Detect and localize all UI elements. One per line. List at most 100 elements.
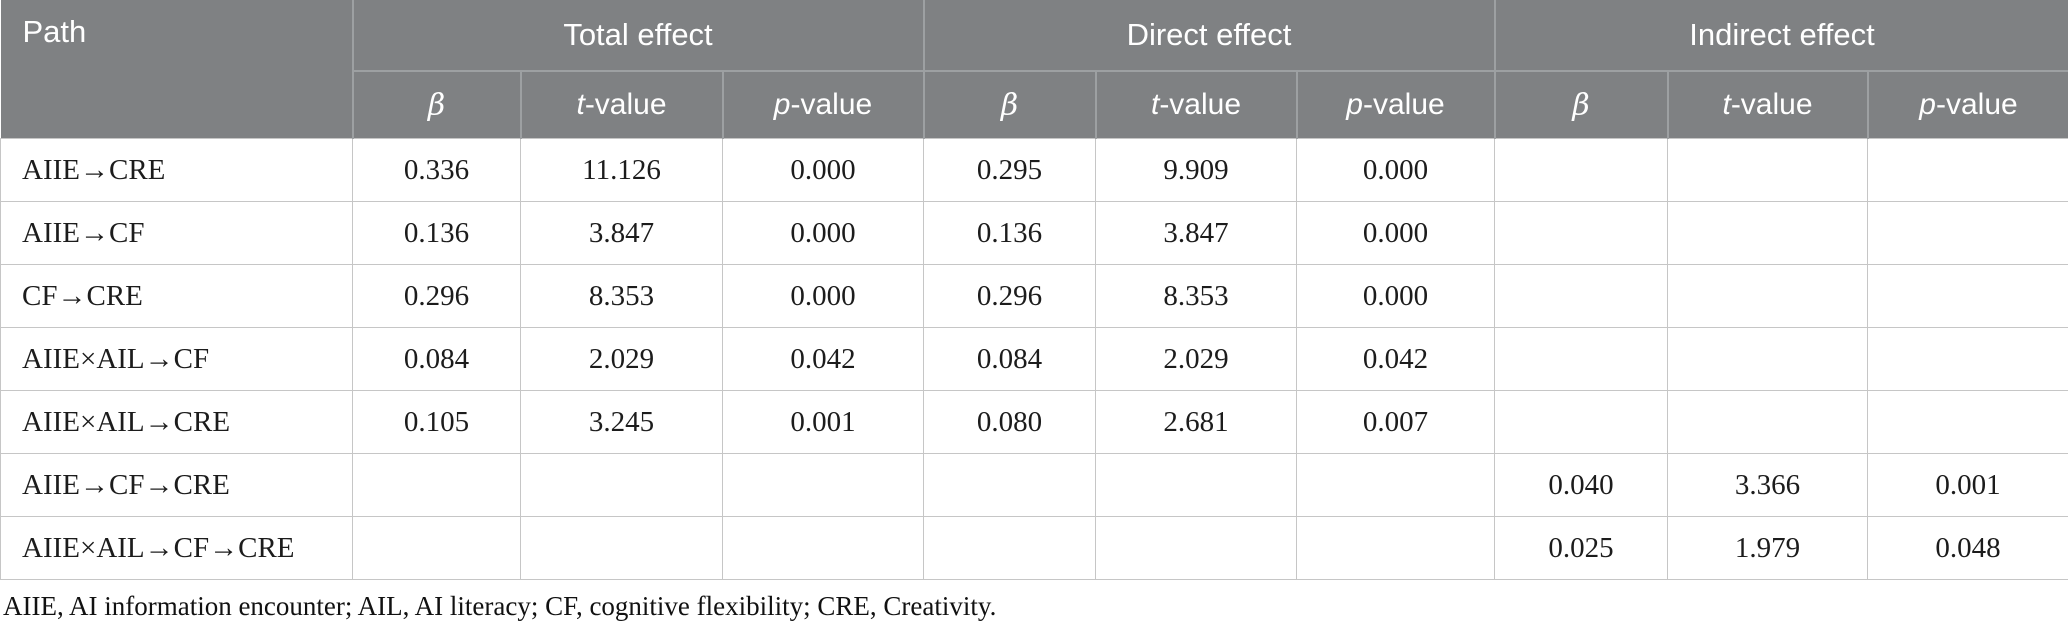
header-sub-row: β t-value p-value β t-value p-value β t-… — [1, 70, 2068, 139]
value-cell: 0.001 — [722, 390, 924, 454]
indirect-beta-header: β — [1493, 70, 1669, 139]
value-cell: 0.042 — [722, 327, 924, 391]
value-cell — [1866, 138, 2068, 202]
table-header: Path Total effect Direct effect Indirect… — [0, 0, 2068, 139]
value-cell: 0.084 — [352, 327, 521, 391]
beta-symbol: β — [1000, 87, 1019, 123]
value-cell: 0.000 — [1296, 264, 1495, 328]
path-cell: AIIE→CRE — [0, 138, 353, 202]
value-cell — [520, 453, 723, 517]
value-cell: 8.353 — [1095, 264, 1297, 328]
table-row: AIIE×AIL→CRE 0.105 3.245 0.001 0.080 2.6… — [0, 390, 2068, 454]
value-cell: 0.336 — [352, 138, 521, 202]
value-cell — [1667, 201, 1868, 265]
indirect-effect-header: Indirect effect — [1493, 0, 2068, 72]
value-cell: 2.029 — [1095, 327, 1297, 391]
value-cell: 0.001 — [1866, 453, 2068, 517]
value-cell: 0.136 — [923, 201, 1096, 265]
table-row: AIIE×AIL→CF 0.084 2.029 0.042 0.084 2.02… — [0, 327, 2068, 391]
value-cell: 0.295 — [923, 138, 1096, 202]
total-p-value-header: p-value — [721, 70, 925, 139]
value-cell: 0.000 — [722, 264, 924, 328]
value-cell: 0.040 — [1494, 453, 1668, 517]
value-cell: 0.048 — [1866, 516, 2068, 580]
value-cell — [1095, 453, 1297, 517]
value-cell — [1866, 264, 2068, 328]
value-cell — [1494, 390, 1668, 454]
value-cell — [923, 516, 1096, 580]
value-cell — [1866, 201, 2068, 265]
value-cell — [1667, 138, 1868, 202]
value-cell: 0.296 — [923, 264, 1096, 328]
direct-effect-header: Direct effect — [922, 0, 1496, 72]
table-row: CF→CRE 0.296 8.353 0.000 0.296 8.353 0.0… — [0, 264, 2068, 328]
total-effect-header: Total effect — [351, 0, 925, 72]
value-cell: 0.000 — [722, 201, 924, 265]
table-row: AIIE→CF→CRE 0.040 3.366 0.001 — [0, 453, 2068, 517]
value-cell — [722, 453, 924, 517]
value-cell: 9.909 — [1095, 138, 1297, 202]
value-cell — [352, 516, 521, 580]
table-body: AIIE→CRE 0.336 11.126 0.000 0.295 9.909 … — [0, 138, 2068, 580]
value-cell: 0.000 — [1296, 201, 1495, 265]
value-cell — [1667, 264, 1868, 328]
value-cell: 8.353 — [520, 264, 723, 328]
path-cell: AIIE→CF→CRE — [0, 453, 353, 517]
value-cell: 0.105 — [352, 390, 521, 454]
value-cell: 0.025 — [1494, 516, 1668, 580]
value-cell: 0.000 — [722, 138, 924, 202]
value-cell — [520, 516, 723, 580]
value-cell — [1494, 201, 1668, 265]
indirect-t-value-header: t-value — [1666, 70, 1869, 139]
value-cell: 0.080 — [923, 390, 1096, 454]
value-cell: 0.042 — [1296, 327, 1495, 391]
path-cell: AIIE×AIL→CF→CRE — [0, 516, 353, 580]
header-group-row: Path Total effect Direct effect Indirect… — [0, 0, 2068, 139]
path-column-header: Path — [0, 0, 354, 139]
path-cell: AIIE×AIL→CF — [0, 327, 353, 391]
value-cell: 11.126 — [520, 138, 723, 202]
value-cell: 3.366 — [1667, 453, 1868, 517]
table-row: AIIE→CF 0.136 3.847 0.000 0.136 3.847 0.… — [0, 201, 2068, 265]
total-beta-header: β — [351, 70, 522, 139]
value-cell: 3.847 — [520, 201, 723, 265]
value-cell — [1296, 453, 1495, 517]
value-cell: 0.296 — [352, 264, 521, 328]
value-cell — [722, 516, 924, 580]
value-cell: 3.847 — [1095, 201, 1297, 265]
path-cell: AIIE×AIL→CRE — [0, 390, 353, 454]
value-cell: 2.029 — [520, 327, 723, 391]
indirect-p-value-header: p-value — [1866, 70, 2068, 139]
value-cell: 2.681 — [1095, 390, 1297, 454]
value-cell: 0.136 — [352, 201, 521, 265]
value-cell: 3.245 — [520, 390, 723, 454]
value-cell: 0.084 — [923, 327, 1096, 391]
value-cell — [1095, 516, 1297, 580]
value-cell — [352, 453, 521, 517]
value-cell — [1494, 138, 1668, 202]
effects-table: Path Total effect Direct effect Indirect… — [0, 0, 2068, 580]
table-row: AIIE→CRE 0.336 11.126 0.000 0.295 9.909 … — [0, 138, 2068, 202]
value-cell — [1494, 264, 1668, 328]
path-cell: AIIE→CF — [0, 201, 353, 265]
value-cell: 0.000 — [1296, 138, 1495, 202]
value-cell — [1494, 327, 1668, 391]
direct-t-value-header: t-value — [1094, 70, 1298, 139]
path-cell: CF→CRE — [0, 264, 353, 328]
value-cell — [1667, 327, 1868, 391]
total-t-value-header: t-value — [519, 70, 724, 139]
value-cell — [1866, 327, 2068, 391]
table-footnote: AIIE, AI information encounter; AIL, AI … — [3, 591, 997, 621]
value-cell — [1667, 390, 1868, 454]
value-cell — [923, 453, 1096, 517]
beta-symbol: β — [427, 87, 446, 123]
beta-symbol: β — [1572, 87, 1590, 123]
value-cell — [1296, 516, 1495, 580]
value-cell: 0.007 — [1296, 390, 1495, 454]
value-cell: 1.979 — [1667, 516, 1868, 580]
direct-beta-header: β — [922, 70, 1097, 139]
table-row: AIIE×AIL→CF→CRE 0.025 1.979 0.048 — [0, 516, 2068, 580]
value-cell — [1866, 390, 2068, 454]
direct-p-value-header: p-value — [1295, 70, 1496, 139]
